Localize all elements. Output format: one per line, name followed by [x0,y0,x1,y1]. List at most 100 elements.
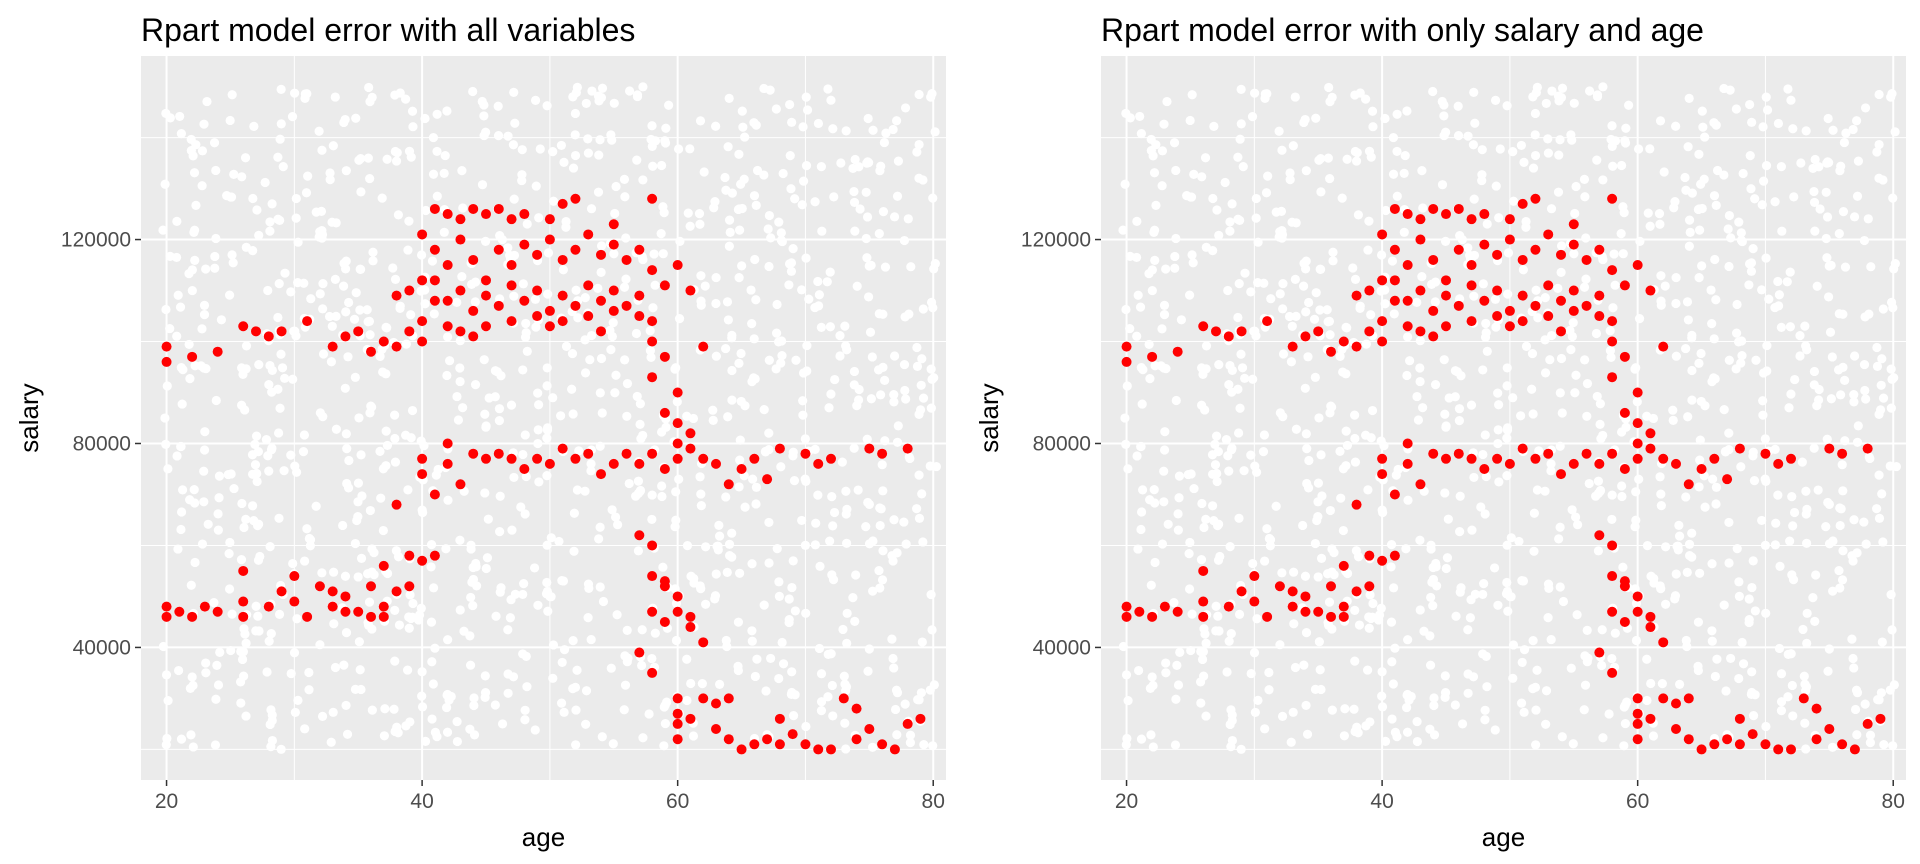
data-point-correct [638,175,648,185]
data-point-correct [1633,144,1644,154]
data-point-correct [1557,83,1568,93]
data-point-correct [724,215,735,225]
data-point-correct [1835,166,1845,176]
data-point-correct [1521,222,1531,232]
data-point-correct [1502,471,1512,481]
data-point-correct [580,368,591,378]
data-point-correct [1379,441,1389,451]
data-point-error [1389,203,1400,214]
data-point-error [915,713,926,724]
data-point-correct [750,671,760,682]
data-point-correct [1260,724,1270,734]
data-point-correct [353,512,363,522]
data-point-correct [1121,740,1131,750]
data-point-correct [572,82,582,92]
data-point-correct [740,132,750,142]
data-point-error [1121,611,1132,622]
data-point-error [902,443,913,454]
data-point-correct [1441,421,1451,431]
data-point-correct [670,584,680,594]
data-point-correct [1747,582,1757,593]
data-point-correct [1555,135,1565,145]
data-point-correct [1481,651,1491,661]
data-point-correct [557,657,567,668]
data-point-correct [505,613,515,623]
data-point-error [1326,581,1336,592]
data-point-correct [417,691,427,701]
data-point-correct [568,92,578,102]
data-point-correct [1196,698,1206,708]
data-point-correct [404,623,414,633]
data-point-correct [1328,247,1338,257]
data-point-error [1453,448,1464,459]
data-point-correct [875,583,885,593]
data-point-correct [708,405,718,415]
data-point-correct [401,721,411,731]
data-point-correct [1227,735,1238,746]
data-point-correct [173,665,184,676]
data-point-correct [1659,167,1669,177]
data-point-correct [772,299,782,310]
data-point-correct [1745,151,1755,161]
data-point-error [647,667,658,678]
data-point-correct [1132,331,1142,341]
data-point-error [813,744,824,755]
data-point-correct [581,719,591,729]
data-point-error [468,331,479,342]
data-point-correct [914,139,924,150]
data-point-correct [724,241,734,251]
data-point-correct [1388,679,1398,689]
data-point-error [1594,290,1605,301]
data-point-correct [1785,267,1795,277]
data-point-correct [771,364,781,374]
data-point-error [1377,555,1388,566]
data-point-correct [1389,583,1399,593]
data-point-error [1326,611,1336,622]
data-point-correct [849,186,859,197]
data-point-error [1709,453,1720,464]
data-point-correct [1673,541,1683,551]
data-point-correct [516,502,526,512]
data-point-correct [1315,305,1325,315]
data-point-correct [1208,469,1218,479]
data-point-error [493,300,504,311]
data-point-error [1453,203,1464,214]
data-point-correct [1579,705,1589,715]
data-point-correct [1616,229,1626,239]
data-point-error [1121,341,1132,352]
data-point-error [736,744,747,755]
data-point-correct [854,384,864,395]
data-point-correct [267,365,277,376]
data-point-correct [1683,412,1693,422]
data-point-error [557,254,568,265]
data-point-correct [1750,194,1760,204]
data-point-correct [509,87,519,97]
data-point-correct [1132,451,1142,461]
data-point-correct [1301,628,1312,638]
data-point-correct [1300,264,1311,274]
data-point-correct [311,207,321,217]
data-point-correct [764,444,774,455]
data-point-correct [695,472,705,482]
data-point-correct [802,105,813,115]
data-point-correct [1236,744,1246,754]
data-point-correct [439,168,449,178]
data-point-correct [891,685,902,695]
data-point-correct [279,466,289,476]
data-point-correct [1719,83,1729,94]
data-point-correct [1684,93,1694,103]
data-point-correct [1762,105,1773,115]
data-point-correct [674,313,685,324]
data-point-correct [300,556,310,566]
data-point-error [1645,622,1656,633]
data-point-correct [734,358,744,368]
data-point-correct [1528,163,1539,173]
data-point-error [1249,571,1260,582]
data-point-correct [1814,384,1824,395]
data-point-correct [1118,225,1128,235]
data-point-error [1300,331,1311,342]
data-point-correct [1313,572,1323,582]
data-point-correct [466,592,476,603]
data-point-correct [710,591,721,601]
data-point-correct [607,331,617,342]
